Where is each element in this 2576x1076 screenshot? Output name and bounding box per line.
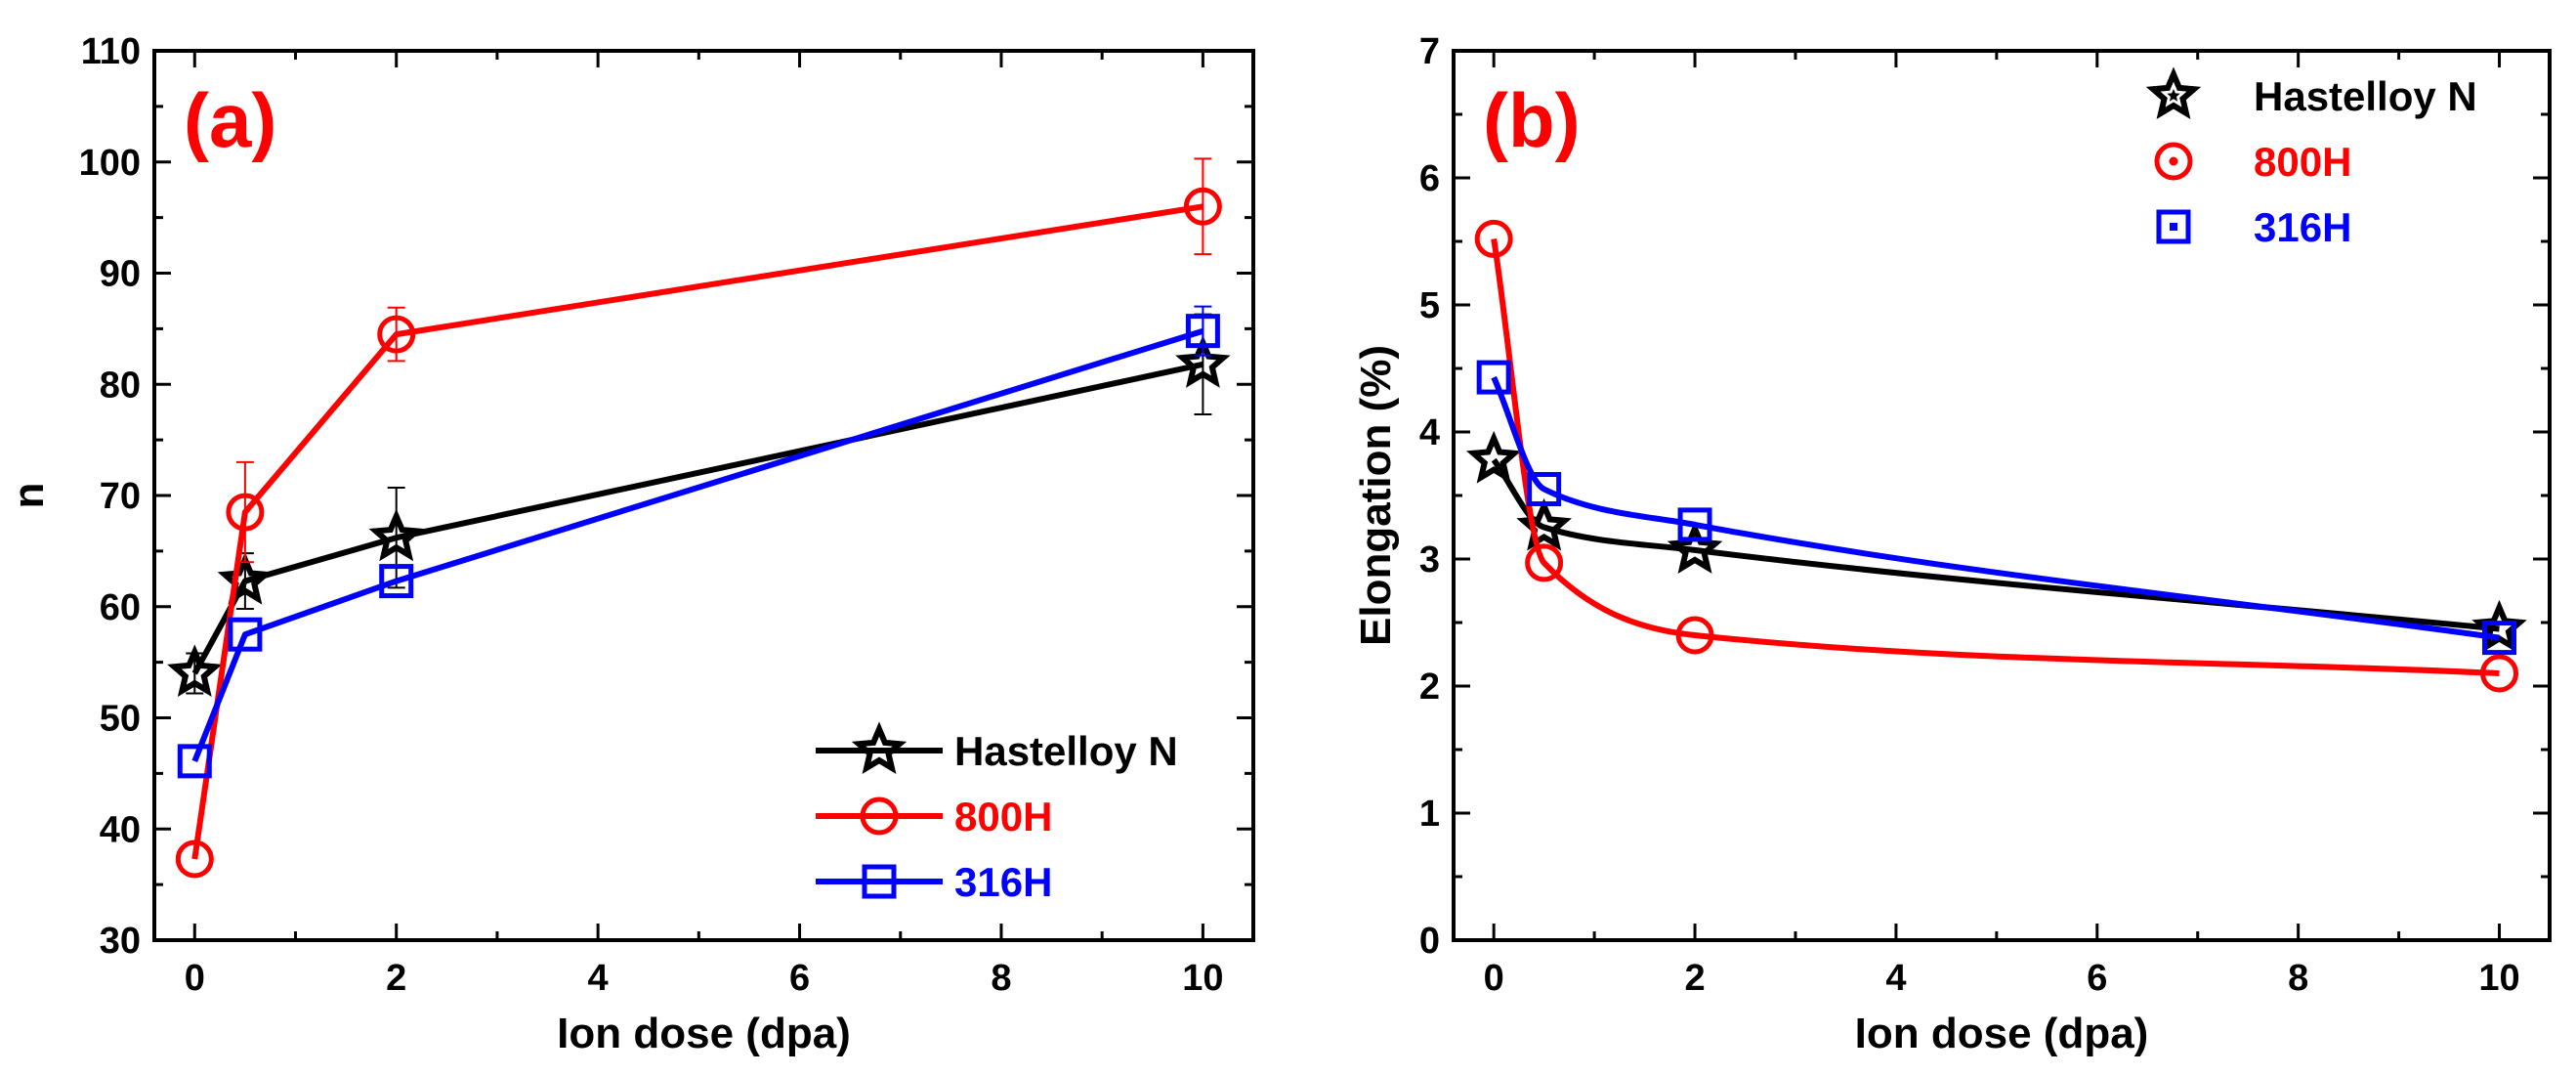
- data-point: [379, 564, 414, 599]
- x-tick-label: 0: [1484, 958, 1504, 999]
- panel-label: (a): [184, 77, 276, 163]
- series-line: [1491, 237, 2500, 676]
- data-point: [2482, 621, 2517, 656]
- x-axis-title: Ion dose (dpa): [1855, 1010, 2149, 1057]
- legend-item: Hastelloy N: [2145, 66, 2477, 120]
- data-point: [167, 644, 223, 698]
- panel-b: 0 2 4 6 8 10 0 1 2 3 4 5 6 7 Ion dose (dpa) Elongation …: [1352, 31, 2552, 1057]
- data-point: [1525, 543, 1564, 582]
- y-tick-label: 30: [100, 921, 141, 962]
- y-tick-label: 4: [1419, 412, 1440, 453]
- legend-marker-dot: [2170, 223, 2177, 231]
- y-tick-label: 90: [100, 254, 141, 295]
- legend-item: 800H: [816, 794, 1052, 839]
- data-point: [368, 508, 424, 562]
- legend-label: Hastelloy N: [954, 728, 1178, 774]
- y-tick-label: 70: [100, 476, 141, 517]
- data-point: [1675, 616, 1714, 655]
- plot-frame: [152, 49, 1255, 942]
- series-316h: [177, 305, 1220, 779]
- x-tick-label: 0: [185, 958, 205, 999]
- plot-frame: [1452, 49, 2552, 942]
- series-800h: [175, 157, 1222, 879]
- legend-label: 316H: [954, 859, 1052, 905]
- legend-marker: [2145, 66, 2202, 120]
- y-tick-label: 1: [1419, 794, 1440, 835]
- y-tick-label: 6: [1419, 158, 1440, 199]
- legend-item: 316H: [2156, 204, 2351, 250]
- series-line: [191, 327, 1204, 763]
- x-tick-label: 6: [789, 958, 810, 999]
- series-316h: [1476, 360, 2517, 656]
- y-tick-label: 5: [1419, 285, 1440, 326]
- data-point: [1183, 187, 1222, 226]
- x-tick-label: 6: [2087, 958, 2107, 999]
- data-point: [226, 493, 265, 532]
- x-axis-title: Ion dose (dpa): [557, 1010, 851, 1057]
- x-tick-label: 4: [588, 958, 609, 999]
- series-line: [191, 203, 1204, 860]
- y-tick-label: 110: [81, 31, 141, 72]
- data-point: [1476, 360, 1511, 395]
- legend-marker-dot: [2167, 89, 2180, 102]
- x-tick-label: 2: [1684, 958, 1705, 999]
- data-point: [1527, 472, 1562, 506]
- legend-label: Hastelloy N: [2254, 73, 2477, 119]
- legend-marker: [2156, 209, 2191, 244]
- series-line: [1491, 375, 2500, 641]
- data-point: [177, 744, 212, 779]
- data-point: [1677, 507, 1712, 542]
- y-tick-label: 60: [100, 587, 141, 628]
- y-tick-label: 2: [1419, 667, 1440, 708]
- x-tick-label: 8: [991, 958, 1011, 999]
- y-axis-title: Elongation (%): [1352, 345, 1400, 646]
- legend-marker: [851, 721, 908, 775]
- legend-label: 800H: [954, 794, 1052, 839]
- legend-marker: [2154, 142, 2193, 181]
- y-tick-label: 100: [79, 143, 141, 184]
- y-tick-label: 80: [100, 365, 141, 406]
- data-point: [228, 617, 263, 652]
- x-tick-label: 10: [1182, 958, 1223, 999]
- legend-marker: [862, 864, 897, 899]
- panel-a: 0 2 4 6 8 10 30 40 50 60 70 80 90 100 110 Ion dose (dpa…: [5, 31, 1255, 1057]
- legend-marker-dot: [2169, 156, 2178, 166]
- data-point: [1465, 430, 1522, 484]
- panel-label: (b): [1483, 77, 1581, 163]
- legend-label: 316H: [2254, 204, 2351, 250]
- x-tick-label: 8: [2288, 958, 2308, 999]
- data-point: [175, 839, 214, 879]
- y-tick-label: 7: [1419, 31, 1440, 72]
- y-tick-label: 40: [100, 809, 141, 850]
- data-point: [1516, 497, 1572, 551]
- legend-item: 800H: [2154, 139, 2351, 185]
- data-point: [1185, 314, 1220, 349]
- legend-marker: [860, 796, 899, 836]
- data-point: [1667, 521, 1723, 574]
- legend-item: 316H: [816, 859, 1052, 905]
- data-point: [1474, 219, 1513, 258]
- x-tick-label: 4: [1885, 958, 1906, 999]
- y-axis-title: n: [5, 483, 53, 509]
- y-tick-label: 0: [1419, 921, 1440, 962]
- x-tick-label: 10: [2478, 958, 2519, 999]
- y-tick-label: 50: [100, 699, 141, 740]
- series-line: [1491, 457, 2500, 632]
- series-line: [191, 361, 1204, 675]
- legend-label: 800H: [2254, 139, 2351, 185]
- y-tick-label: 3: [1419, 539, 1440, 581]
- legend-item: Hastelloy N: [816, 721, 1178, 775]
- series-hastelloy-n: [1465, 430, 2527, 653]
- data-point: [2480, 654, 2519, 693]
- data-point: [1175, 335, 1231, 388]
- data-point: [217, 551, 274, 605]
- data-point: [377, 315, 416, 354]
- x-tick-label: 2: [386, 958, 406, 999]
